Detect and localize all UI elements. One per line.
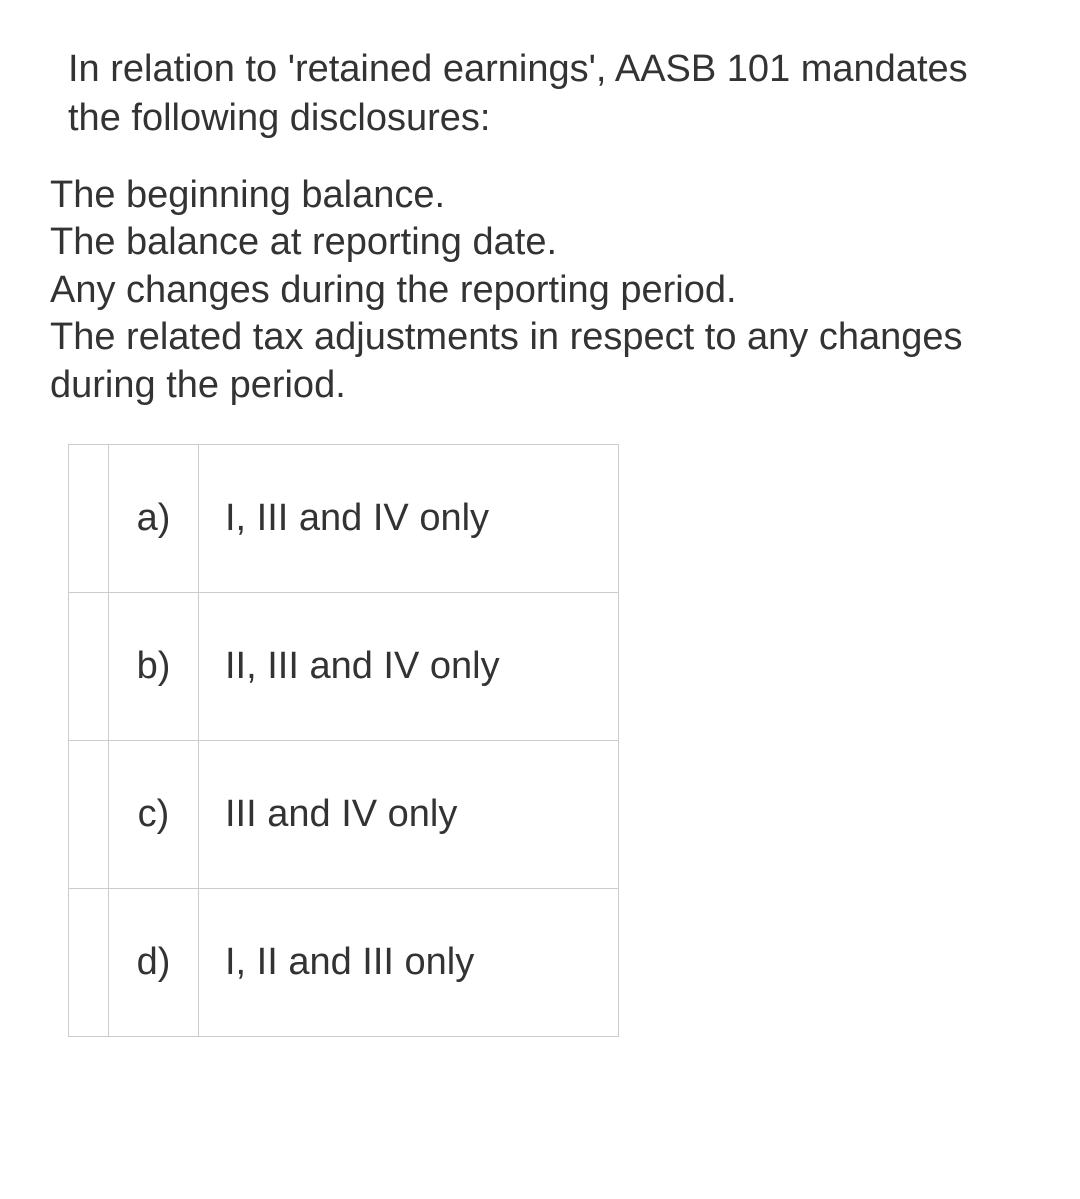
option-selector-cell[interactable] xyxy=(69,741,109,889)
option-selector-cell[interactable] xyxy=(69,593,109,741)
statement-2: The balance at reporting date. xyxy=(50,219,1030,267)
table-row[interactable]: d) I, II and III only xyxy=(69,889,619,1037)
table-row[interactable]: a) I, III and IV only xyxy=(69,445,619,593)
option-text: I, II and III only xyxy=(199,889,619,1037)
answer-options-table: a) I, III and IV only b) II, III and IV … xyxy=(68,444,619,1037)
option-label: b) xyxy=(109,593,199,741)
option-text: II, III and IV only xyxy=(199,593,619,741)
option-selector-cell[interactable] xyxy=(69,445,109,593)
statement-4: The related tax adjustments in respect t… xyxy=(50,314,1030,409)
table-row[interactable]: b) II, III and IV only xyxy=(69,593,619,741)
option-selector-cell[interactable] xyxy=(69,889,109,1037)
option-label: d) xyxy=(109,889,199,1037)
statement-3: Any changes during the reporting period. xyxy=(50,267,1030,315)
question-stem: In relation to 'retained earnings', AASB… xyxy=(50,45,1030,144)
option-text: I, III and IV only xyxy=(199,445,619,593)
option-label: a) xyxy=(109,445,199,593)
statement-1: The beginning balance. xyxy=(50,172,1030,220)
statements-block: The beginning balance. The balance at re… xyxy=(50,172,1030,410)
option-label: c) xyxy=(109,741,199,889)
table-row[interactable]: c) III and IV only xyxy=(69,741,619,889)
option-text: III and IV only xyxy=(199,741,619,889)
